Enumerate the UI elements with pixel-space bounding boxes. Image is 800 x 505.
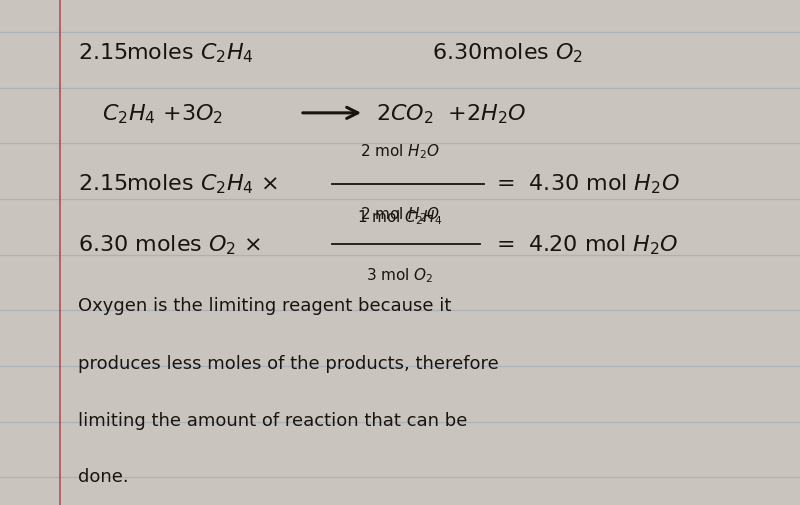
Text: 3 mol $O_2$: 3 mol $O_2$: [366, 266, 434, 284]
Text: 2.15moles $C_2H_4$ ×: 2.15moles $C_2H_4$ ×: [78, 173, 278, 196]
Text: =  4.30 mol $H_2O$: = 4.30 mol $H_2O$: [496, 173, 680, 196]
Text: Oxygen is the limiting reagent because it: Oxygen is the limiting reagent because i…: [78, 296, 452, 315]
Text: =  4.20 mol $H_2O$: = 4.20 mol $H_2O$: [496, 233, 678, 257]
Text: 2$CO_2$  +2$H_2O$: 2$CO_2$ +2$H_2O$: [376, 102, 526, 125]
Text: 2 mol $H_2O$: 2 mol $H_2O$: [360, 206, 440, 224]
Text: $C_2H_4$ +3$O_2$: $C_2H_4$ +3$O_2$: [102, 102, 223, 125]
Text: 6.30moles $O_2$: 6.30moles $O_2$: [432, 41, 583, 65]
Text: limiting the amount of reaction that can be: limiting the amount of reaction that can…: [78, 411, 468, 429]
Text: 2 mol $H_2O$: 2 mol $H_2O$: [360, 142, 440, 161]
Text: done.: done.: [78, 467, 129, 485]
Text: 2.15moles $C_2H_4$: 2.15moles $C_2H_4$: [78, 41, 254, 65]
Text: 1 mol $C_2H_4$: 1 mol $C_2H_4$: [358, 208, 442, 226]
Text: produces less moles of the products, therefore: produces less moles of the products, the…: [78, 355, 499, 373]
Text: 6.30 moles $O_2$ ×: 6.30 moles $O_2$ ×: [78, 233, 262, 257]
